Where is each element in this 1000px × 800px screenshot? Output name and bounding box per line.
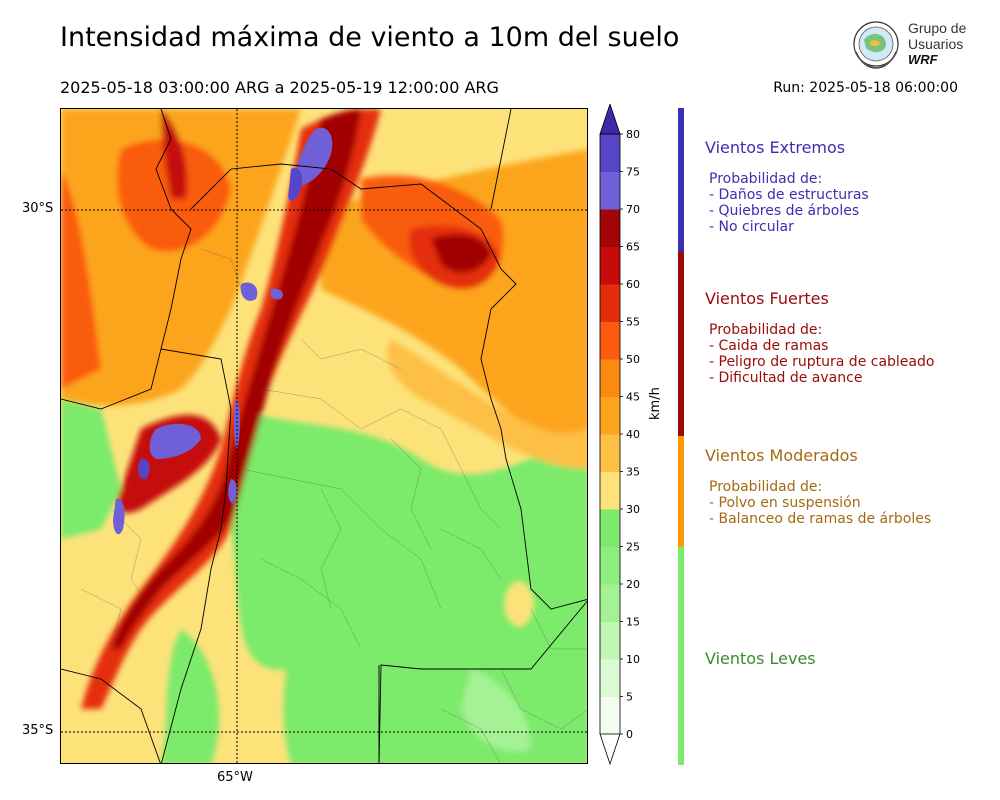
wrf-logo: Grupo de Usuarios WRF <box>848 16 968 74</box>
colorbar-tick-label: 20 <box>626 578 640 591</box>
category-bar <box>678 436 684 547</box>
colorbar-swatch <box>600 134 620 172</box>
logo-line2: Usuarios <box>908 36 963 52</box>
colorbar-tick-label: 10 <box>626 653 640 666</box>
colorbar-swatch <box>600 284 620 322</box>
colorbar-tick-label: 50 <box>626 353 640 366</box>
category-probability-label: Probabilidad de: <box>709 171 823 187</box>
category-title: Vientos Moderados <box>705 446 858 465</box>
colorbar-unit: km/h <box>648 387 663 420</box>
colorbar-swatch <box>600 509 620 547</box>
colorbar-tick-label: 70 <box>626 203 640 216</box>
category-bar <box>678 108 684 252</box>
colorbar-swatch <box>600 621 620 660</box>
colorbar-swatch <box>600 696 620 735</box>
category-impact-item: - Quiebres de árboles <box>709 203 860 219</box>
globe-icon: Grupo de Usuarios WRF <box>853 20 967 69</box>
category-impact-item: - No circular <box>709 219 794 235</box>
colorbar-swatch <box>600 546 620 585</box>
colorbar-tick-label: 25 <box>626 541 640 554</box>
wind-map <box>60 108 588 764</box>
colorbar-tick-label: 65 <box>626 241 640 254</box>
department-borders <box>80 248 587 763</box>
colorbar-swatch <box>600 171 620 210</box>
colorbar-swatch <box>600 471 620 510</box>
colorbar-max-triangle <box>599 104 621 135</box>
category-impact-item: - Dificultad de avance <box>709 370 863 386</box>
category-bar <box>678 252 684 436</box>
graticule <box>61 109 587 763</box>
logo-line1: Grupo de <box>908 20 967 36</box>
colorbar-swatch <box>600 434 620 472</box>
colorbar-swatch <box>600 359 620 397</box>
colorbar-min-triangle <box>599 733 621 766</box>
run-time: Run: 2025-05-18 06:00:00 <box>773 80 958 96</box>
category-impact-item: - Polvo en suspensión <box>709 495 861 511</box>
category-impact-item: - Daños de estructuras <box>709 187 869 203</box>
extreme-wind-areas <box>113 127 333 535</box>
colorbar-swatch <box>600 246 620 285</box>
colorbar-tick-label: 5 <box>626 691 633 704</box>
colorbar-swatch <box>600 396 620 435</box>
lat-label-30s: 30°S <box>22 201 54 216</box>
category-probability-label: Probabilidad de: <box>709 322 823 338</box>
colorbar-tick-label: 0 <box>626 728 633 741</box>
logo-line3: WRF <box>908 52 939 67</box>
lat-label-35s: 35°S <box>22 723 54 738</box>
category-probability-label: Probabilidad de: <box>709 479 823 495</box>
colorbar: 0 5 10 15 20 25 30 35 40 45 50 55 60 65 70 75 80 <box>599 104 640 766</box>
category-impact-item: - Caida de ramas <box>709 338 829 354</box>
province-borders <box>61 109 587 763</box>
colorbar-tick-label: 35 <box>626 466 640 479</box>
colorbar-swatch <box>600 321 620 360</box>
category-title: Vientos Leves <box>705 649 816 668</box>
colorbar-tick-label: 80 <box>626 128 640 141</box>
lon-label-65w: 65°W <box>217 770 253 785</box>
colorbar-tick-label: 15 <box>626 616 640 629</box>
map-title: Intensidad máxima de viento a 10m del su… <box>60 22 680 53</box>
category-title: Vientos Extremos <box>705 138 846 157</box>
colorbar-swatch <box>600 209 620 247</box>
valid-period: 2025-05-18 03:00:00 ARG a 2025-05-19 12:… <box>60 78 499 97</box>
colorbar-swatch <box>600 659 620 697</box>
colorbar-tick-label: 40 <box>626 428 640 441</box>
colorbar-tick-label: 45 <box>626 391 640 404</box>
colorbar-swatch <box>600 584 620 622</box>
category-title: Vientos Fuertes <box>705 289 829 308</box>
category-bar <box>678 547 684 765</box>
colorbar-tick-label: 60 <box>626 278 640 291</box>
colorbar-tick-label: 30 <box>626 503 640 516</box>
category-impact-item: - Peligro de ruptura de cableado <box>709 354 935 370</box>
wind-field <box>61 109 587 763</box>
colorbar-tick-label: 75 <box>626 166 640 179</box>
category-impact-item: - Balanceo de ramas de árboles <box>709 511 932 527</box>
colorbar-tick-label: 55 <box>626 316 640 329</box>
